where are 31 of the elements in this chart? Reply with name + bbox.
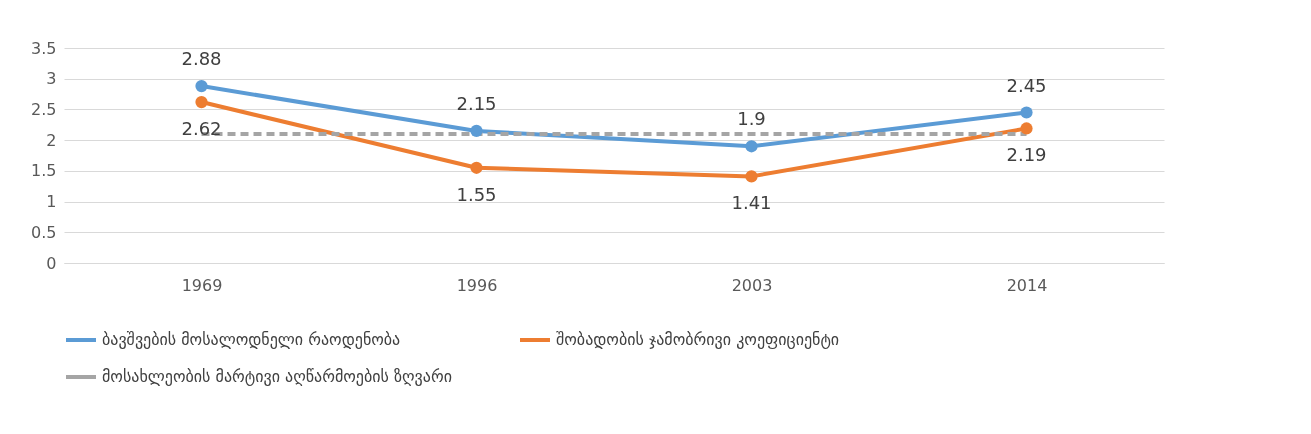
y-tick-label: 3.5 bbox=[31, 38, 57, 58]
data-label: 2.15 bbox=[456, 92, 497, 114]
y-tick-label: 0 bbox=[46, 253, 57, 273]
x-tick-label: 1969 bbox=[181, 275, 223, 295]
y-tick-label: 2.5 bbox=[31, 99, 57, 119]
y-tick-label: 3 bbox=[46, 69, 57, 89]
y-tick-label: 2 bbox=[46, 130, 57, 150]
legend-label: შობადობის ჯამობრივი კოეფიციენტი bbox=[556, 330, 840, 349]
x-tick-label: 2014 bbox=[1006, 275, 1048, 295]
point bbox=[470, 161, 483, 174]
legend-label: მოსახლეობის მარტივი აღწარმოების ზღვარი bbox=[102, 367, 452, 386]
point bbox=[1020, 122, 1033, 135]
data-label: 1.9 bbox=[737, 108, 766, 130]
point bbox=[195, 79, 208, 93]
data-label: 2.19 bbox=[1006, 144, 1047, 166]
data-label: 1.41 bbox=[731, 192, 772, 214]
data-label: 1.55 bbox=[456, 183, 497, 205]
point bbox=[745, 140, 758, 153]
y-tick-label: 1 bbox=[46, 192, 57, 212]
data-label: 2.62 bbox=[181, 118, 222, 140]
legend-label: ბავშვების მოსალოდნელი რაოდენობა bbox=[102, 330, 401, 349]
point bbox=[745, 170, 758, 183]
x-tick-label: 1996 bbox=[456, 275, 498, 295]
point bbox=[470, 124, 483, 138]
y-tick-label: 1.5 bbox=[31, 161, 57, 181]
point bbox=[195, 95, 208, 109]
y-tick-label: 0.5 bbox=[31, 222, 57, 242]
x-tick-label: 2003 bbox=[731, 275, 773, 295]
data-label: 2.45 bbox=[1006, 74, 1047, 96]
point bbox=[1020, 106, 1033, 119]
data-label: 2.88 bbox=[181, 48, 222, 70]
